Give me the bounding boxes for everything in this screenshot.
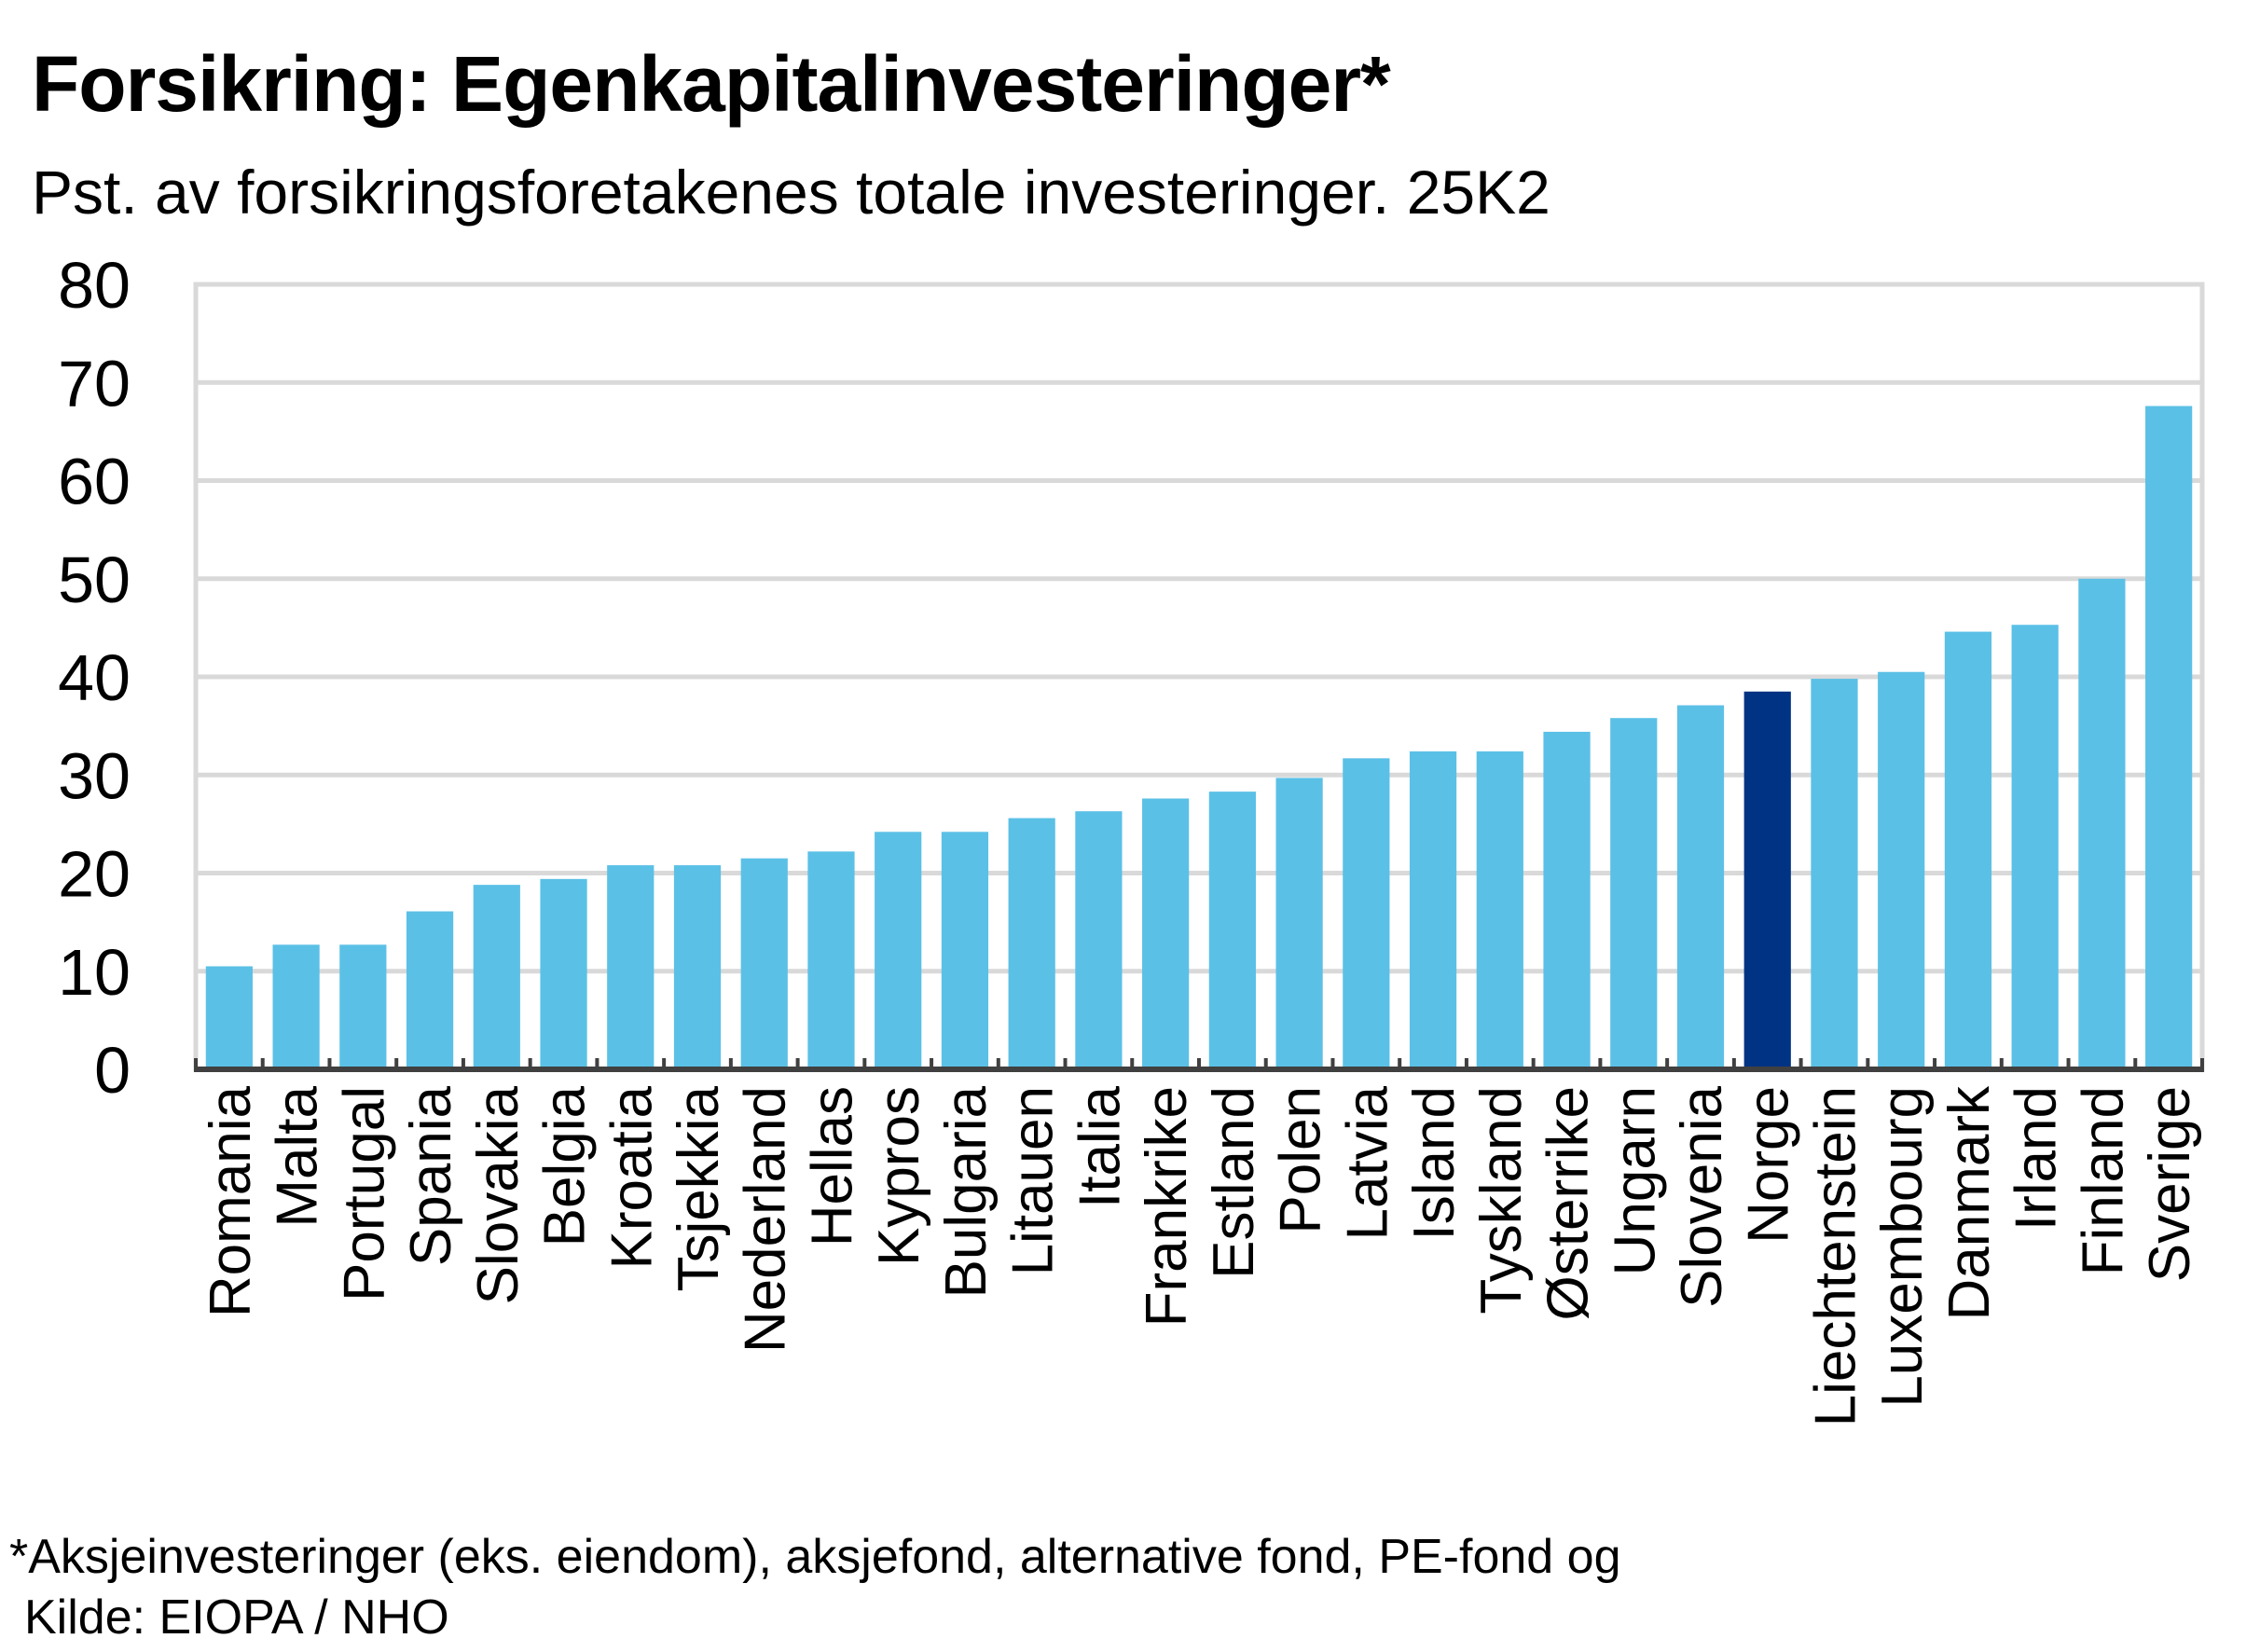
- bar-liechtenstein: [1811, 679, 1858, 1069]
- gridlines: [193, 282, 2205, 1072]
- bar-polen: [1275, 778, 1323, 1069]
- bars: [205, 406, 2193, 1069]
- bar-belgia: [540, 878, 587, 1069]
- chart-title: Forsikring: Egenkapitalinvesteringer*: [32, 40, 1391, 128]
- bar-romania: [205, 966, 253, 1069]
- axes: [194, 1058, 2204, 1072]
- x-tick-label: Danmark: [1937, 1085, 2002, 1321]
- x-tick-label: Latvia: [1335, 1085, 1399, 1240]
- bar-slovenia: [1676, 705, 1725, 1069]
- x-tick-label: Frankrike: [1135, 1086, 1199, 1327]
- x-tick-label: Irland: [2005, 1086, 2069, 1231]
- bar-kroatia: [607, 865, 655, 1069]
- x-tick-label: Slovenia: [1670, 1085, 1734, 1307]
- x-tick-label: Tyskland: [1469, 1086, 1534, 1315]
- y-tick-label: 50: [58, 544, 131, 616]
- x-tick-label: Østerrike: [1537, 1086, 1601, 1320]
- bar-island: [1409, 750, 1457, 1069]
- x-tick-label: Luxembourg: [1870, 1086, 1935, 1408]
- x-tick-label: Estland: [1202, 1086, 1266, 1279]
- bar-norge: [1743, 691, 1791, 1069]
- bar-nederland: [740, 858, 788, 1069]
- x-tick-label: Kypros: [867, 1086, 931, 1266]
- x-tick-label: Malta: [266, 1085, 330, 1227]
- x-tick-label: Hellas: [800, 1086, 864, 1246]
- x-tick-label: Slovakia: [466, 1085, 531, 1304]
- x-tick-label: Finland: [2071, 1086, 2135, 1275]
- chart-subtitle: Pst. av forsikringsforetakenes totale in…: [32, 158, 1550, 227]
- y-tick-label: 40: [58, 641, 131, 714]
- y-tick-label: 10: [58, 936, 131, 1009]
- bar-frankrike: [1142, 798, 1190, 1069]
- x-tick-label: Belgia: [533, 1085, 598, 1246]
- bar-irland: [2011, 625, 2059, 1069]
- x-tick-label: Liechtenstein: [1803, 1086, 1867, 1426]
- x-tick-label: Kroatia: [599, 1085, 664, 1269]
- bar-portugal: [339, 944, 387, 1069]
- bar-litauen: [1008, 818, 1055, 1069]
- y-tick-labels: 0 10 20 30 40 50 60 70 80: [58, 249, 131, 1107]
- x-tick-label: Polen: [1269, 1086, 1333, 1234]
- x-tick-label: Portugal: [332, 1086, 396, 1301]
- bar-sverige: [2145, 406, 2193, 1069]
- bar-bulgaria: [941, 832, 989, 1069]
- bar-østerrike: [1543, 731, 1591, 1069]
- footnote: *Aksjeinvesteringer (eks. eiendom), aksj…: [9, 1530, 1621, 1584]
- bar-estland: [1208, 792, 1256, 1069]
- bar-malta: [272, 944, 320, 1069]
- x-tick-label: Romania: [199, 1085, 263, 1317]
- bar-finland: [2078, 578, 2126, 1069]
- y-tick-label: 20: [58, 838, 131, 911]
- bar-kypros: [875, 832, 922, 1069]
- source-note: Kilde: EIOPA / NHO: [24, 1590, 449, 1645]
- bar-latvia: [1343, 758, 1390, 1069]
- x-tick-label: Bulgaria: [934, 1085, 999, 1298]
- x-tick-label: Italia: [1068, 1085, 1132, 1207]
- y-tick-label: 60: [58, 446, 131, 518]
- x-tick-label: Sverige: [2138, 1086, 2202, 1282]
- x-tick-label: Nederland: [734, 1086, 798, 1353]
- bar-spania: [406, 911, 454, 1069]
- x-tick-label: Litauen: [1001, 1086, 1066, 1275]
- bar-danmark: [1944, 631, 1992, 1069]
- x-tick-label: Island: [1402, 1086, 1467, 1240]
- x-tick-label: Norge: [1737, 1086, 1801, 1244]
- x-tick-label: Spania: [399, 1085, 463, 1266]
- bar-hellas: [807, 851, 855, 1069]
- y-tick-label: 0: [94, 1034, 131, 1107]
- bar-italia: [1075, 811, 1123, 1069]
- x-tick-labels: Romania Malta Portugal Spania Slovakia Belgia…: [199, 1085, 2202, 1426]
- y-tick-label: 80: [58, 249, 131, 322]
- bar-luxembourg: [1878, 671, 1925, 1069]
- bar-tsjekkia: [673, 865, 722, 1069]
- bar-ungarn: [1610, 718, 1658, 1069]
- y-tick-label: 70: [58, 347, 131, 420]
- bar-tyskland: [1476, 750, 1523, 1069]
- x-tick-label: Ungarn: [1603, 1086, 1667, 1275]
- y-tick-label: 30: [58, 739, 131, 812]
- bar-slovakia: [473, 885, 520, 1069]
- x-tick-label: Tsjekkia: [667, 1085, 731, 1291]
